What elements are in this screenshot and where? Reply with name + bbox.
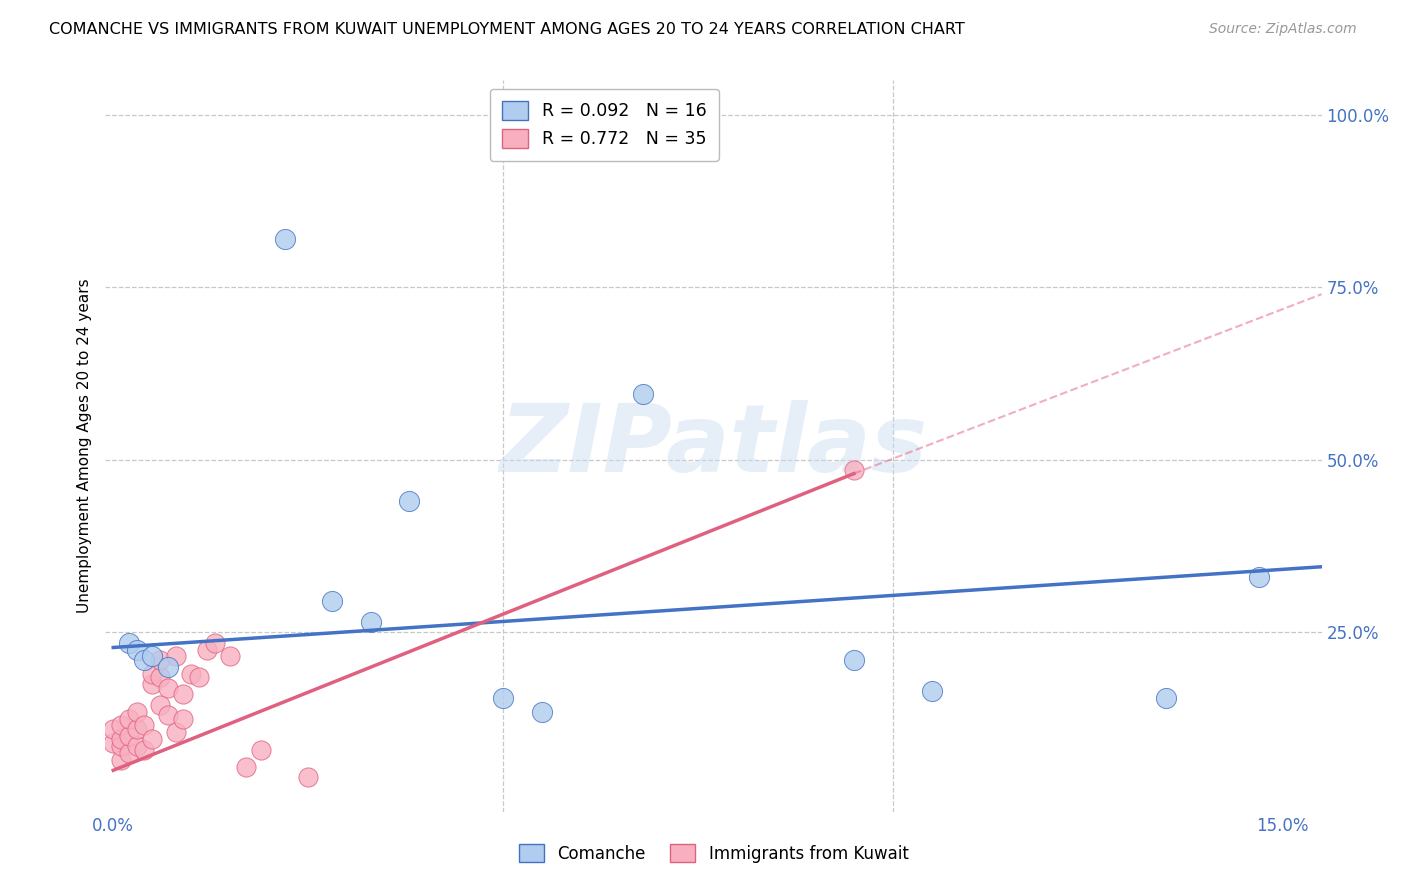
Text: COMANCHE VS IMMIGRANTS FROM KUWAIT UNEMPLOYMENT AMONG AGES 20 TO 24 YEARS CORREL: COMANCHE VS IMMIGRANTS FROM KUWAIT UNEMP… bbox=[49, 22, 965, 37]
Point bbox=[398, 494, 420, 508]
Point bbox=[149, 698, 172, 712]
Point bbox=[531, 705, 554, 719]
Point bbox=[188, 670, 211, 684]
Legend: Comanche, Immigrants from Kuwait: Comanche, Immigrants from Kuwait bbox=[512, 838, 915, 869]
Point bbox=[118, 712, 141, 726]
Text: Source: ZipAtlas.com: Source: ZipAtlas.com bbox=[1209, 22, 1357, 37]
Point bbox=[141, 666, 163, 681]
Point bbox=[274, 232, 297, 246]
Point bbox=[172, 712, 194, 726]
Point bbox=[156, 660, 179, 674]
Point bbox=[204, 635, 226, 649]
Point bbox=[149, 670, 172, 684]
Point bbox=[134, 653, 156, 667]
Point bbox=[110, 739, 132, 754]
Point bbox=[165, 725, 187, 739]
Point bbox=[141, 732, 163, 747]
Point bbox=[118, 729, 141, 743]
Point bbox=[125, 739, 148, 754]
Point bbox=[118, 635, 141, 649]
Point bbox=[125, 722, 148, 736]
Point bbox=[492, 690, 515, 705]
Y-axis label: Unemployment Among Ages 20 to 24 years: Unemployment Among Ages 20 to 24 years bbox=[76, 278, 91, 614]
Point bbox=[165, 649, 187, 664]
Point bbox=[842, 653, 865, 667]
Point bbox=[156, 681, 179, 695]
Point bbox=[110, 753, 132, 767]
Point bbox=[921, 684, 943, 698]
Point bbox=[250, 742, 273, 756]
Point bbox=[297, 770, 319, 784]
Point bbox=[118, 746, 141, 760]
Point bbox=[195, 642, 218, 657]
Text: ZIPatlas: ZIPatlas bbox=[499, 400, 928, 492]
Point bbox=[125, 642, 148, 657]
Point bbox=[134, 742, 156, 756]
Point bbox=[180, 666, 202, 681]
Point bbox=[141, 649, 163, 664]
Point bbox=[110, 718, 132, 732]
Point bbox=[360, 615, 382, 629]
Point bbox=[134, 718, 156, 732]
Point bbox=[149, 653, 172, 667]
Point bbox=[141, 677, 163, 691]
Point bbox=[633, 387, 655, 401]
Point bbox=[110, 732, 132, 747]
Point bbox=[235, 760, 257, 774]
Point bbox=[156, 708, 179, 723]
Point bbox=[1154, 690, 1177, 705]
Point bbox=[172, 687, 194, 701]
Point bbox=[103, 736, 125, 750]
Point bbox=[103, 722, 125, 736]
Point bbox=[1249, 570, 1271, 584]
Point bbox=[219, 649, 242, 664]
Point bbox=[125, 705, 148, 719]
Point bbox=[842, 463, 865, 477]
Point bbox=[321, 594, 343, 608]
